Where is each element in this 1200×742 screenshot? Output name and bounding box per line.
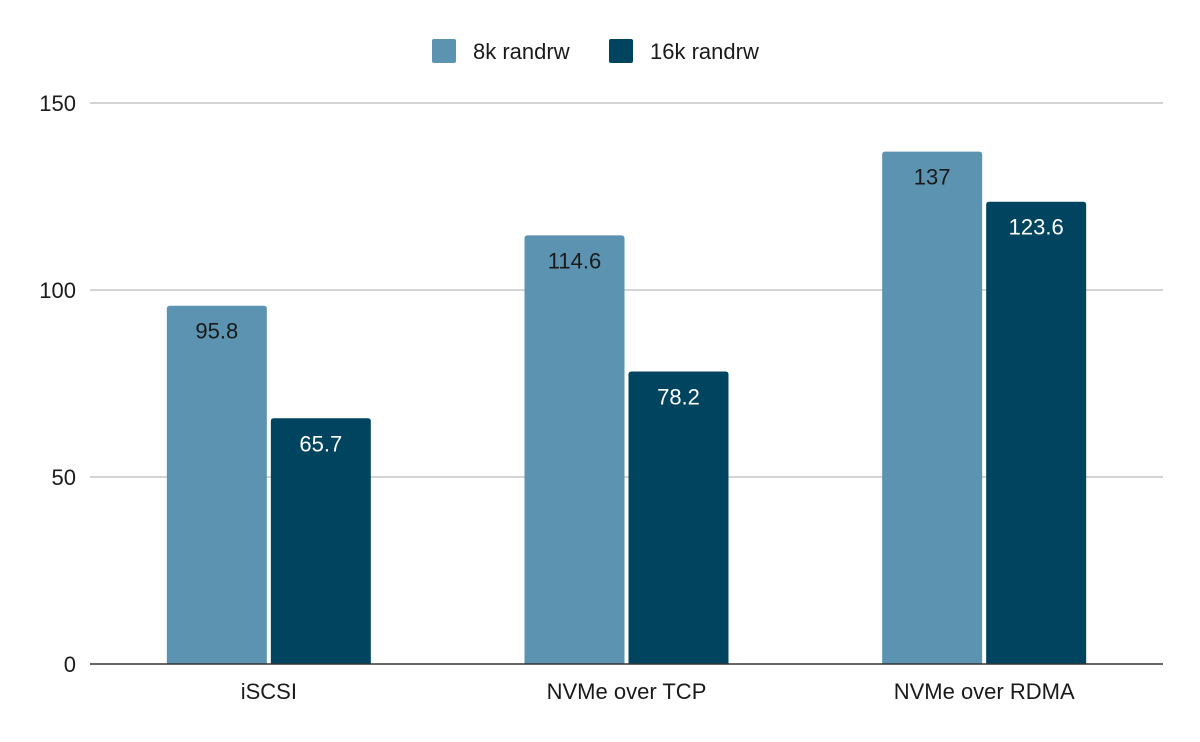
- x-category-label: NVMe over RDMA: [894, 679, 1075, 704]
- y-tick-label: 50: [52, 465, 76, 490]
- bar-8k-randrw-iSCSI: [166, 305, 267, 664]
- legend-label: 8k randrw: [473, 39, 570, 64]
- x-axis: iSCSI NVMe over TCP NVMe over RDMA: [90, 663, 1163, 704]
- data-label: 123.6: [1009, 215, 1064, 240]
- bar-16k-randrw-NVMe-over-RDMA: [986, 201, 1087, 664]
- y-tick-label: 100: [39, 278, 76, 303]
- bar-16k-randrw-iSCSI: [270, 418, 371, 664]
- x-category-label: NVMe over TCP: [547, 679, 707, 704]
- y-tick-label: 150: [39, 91, 76, 116]
- data-label: 78.2: [657, 385, 700, 410]
- x-category-label: iSCSI: [241, 679, 297, 704]
- bar-8k-randrw-NVMe-over-TCP: [524, 235, 625, 664]
- legend-swatch: [609, 39, 633, 63]
- bars: 95.8 65.7 114.6 78.2 137 123.6: [166, 151, 1087, 664]
- legend-swatch: [432, 39, 456, 63]
- legend: 8k randrw 16k randrw: [432, 39, 759, 64]
- bar-16k-randrw-NVMe-over-TCP: [628, 371, 729, 664]
- data-label: 114.6: [548, 248, 601, 273]
- bar-8k-randrw-NVMe-over-RDMA: [882, 151, 983, 664]
- data-label: 95.8: [195, 319, 238, 344]
- grid: [90, 102, 1163, 478]
- data-label: 137: [914, 165, 951, 190]
- y-axis: 0 50 100 150: [39, 91, 76, 677]
- legend-label: 16k randrw: [650, 39, 759, 64]
- data-label: 65.7: [299, 431, 342, 456]
- y-tick-label: 0: [64, 652, 76, 677]
